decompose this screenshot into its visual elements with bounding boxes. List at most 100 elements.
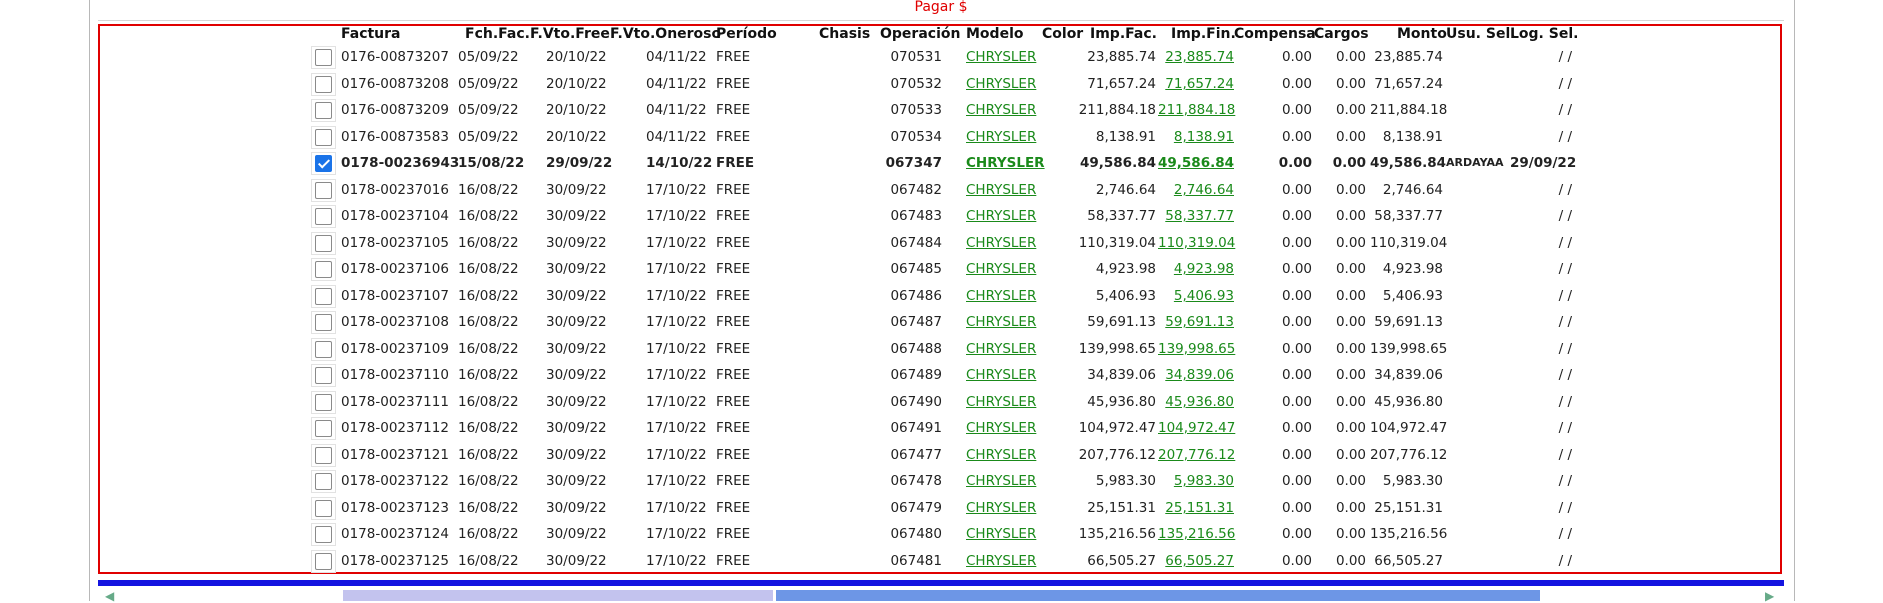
cell-modelo[interactable]: CHRYSLER — [966, 341, 1037, 357]
cell-imp-fin[interactable]: 25,151.31 — [1165, 500, 1234, 516]
cell-modelo[interactable]: CHRYSLER — [966, 526, 1037, 542]
cell-imp-fin[interactable]: 49,586.84 — [1158, 155, 1235, 171]
cell-modelo[interactable]: CHRYSLER — [966, 155, 1045, 171]
table-row[interactable]: 0178-00237123 16/08/22 30/09/22 17/10/22 FRE… — [0, 495, 1883, 521]
row-select-checkbox[interactable] — [315, 500, 332, 517]
cell-modelo[interactable]: CHRYSLER — [966, 235, 1037, 251]
scrollbar-track-left[interactable] — [343, 590, 773, 601]
cell-modelo[interactable]: CHRYSLER — [966, 473, 1037, 489]
row-select-checkbox[interactable] — [315, 261, 332, 278]
table-row[interactable]: 0178-00237121 16/08/22 30/09/22 17/10/22 FRE… — [0, 442, 1883, 468]
cell-modelo[interactable]: CHRYSLER — [966, 553, 1037, 569]
row-select-checkbox[interactable] — [315, 208, 332, 225]
row-select-checkbox[interactable] — [315, 526, 332, 543]
cell-imp-fin[interactable]: 66,505.27 — [1165, 553, 1234, 569]
table-row[interactable]: 0178-00237124 16/08/22 30/09/22 17/10/22 FRE… — [0, 521, 1883, 547]
cell-modelo[interactable]: CHRYSLER — [966, 102, 1037, 118]
row-select-checkbox[interactable] — [315, 49, 332, 66]
cell-imp-fin[interactable]: 104,972.47 — [1158, 420, 1236, 436]
cell-imp-fin[interactable]: 2,746.64 — [1173, 182, 1234, 198]
row-select-checkbox[interactable] — [315, 341, 332, 358]
table-row[interactable]: 0178-00237109 16/08/22 30/09/22 17/10/22 FRE… — [0, 336, 1883, 362]
cell-operacion: 067488 — [890, 341, 942, 357]
row-select-checkbox[interactable] — [315, 76, 332, 93]
row-select-checkbox[interactable] — [315, 367, 332, 384]
table-row[interactable]: 0178-00237016 16/08/22 30/09/22 17/10/22 FRE… — [0, 177, 1883, 203]
row-select-checkbox[interactable] — [315, 129, 332, 146]
cell-imp-fin[interactable]: 45,936.80 — [1165, 394, 1234, 410]
cell-imp-fin[interactable]: 8,138.91 — [1173, 129, 1234, 145]
table-row[interactable]: 0178-00237104 16/08/22 30/09/22 17/10/22 FRE… — [0, 203, 1883, 229]
cell-imp-fin[interactable]: 139,998.65 — [1158, 341, 1236, 357]
cell-modelo[interactable]: CHRYSLER — [966, 314, 1037, 330]
table-row[interactable]: 0178-00237108 16/08/22 30/09/22 17/10/22 FRE… — [0, 309, 1883, 335]
pay-title[interactable]: Pagar $ — [914, 0, 968, 15]
cell-cargos: 0.00 — [1335, 76, 1366, 92]
cell-modelo[interactable]: CHRYSLER — [966, 367, 1037, 383]
cell-fch-fac: 16/08/22 — [458, 235, 519, 251]
cell-factura: 0176-00873208 — [341, 76, 449, 92]
row-select-checkbox[interactable] — [315, 447, 332, 464]
row-select-checkbox[interactable] — [315, 553, 332, 570]
cell-periodo: FREE — [716, 394, 751, 410]
cell-modelo[interactable]: CHRYSLER — [966, 500, 1037, 516]
cell-modelo[interactable]: CHRYSLER — [966, 182, 1037, 198]
row-select-checkbox[interactable] — [315, 420, 332, 437]
cell-imp-fin[interactable]: 135,216.56 — [1158, 526, 1236, 542]
cell-imp-fin[interactable]: 5,406.93 — [1173, 288, 1234, 304]
cell-imp-fin[interactable]: 58,337.77 — [1165, 208, 1234, 224]
table-row[interactable]: 0178-00237122 16/08/22 30/09/22 17/10/22 FRE… — [0, 468, 1883, 494]
cell-f-vto-free: 30/09/22 — [546, 261, 607, 277]
table-row[interactable]: 0178-00237111 16/08/22 30/09/22 17/10/22 FRE… — [0, 389, 1883, 415]
cell-modelo[interactable]: CHRYSLER — [966, 76, 1037, 92]
table-row[interactable]: 0176-00873583 05/09/22 20/10/22 04/11/22 FRE… — [0, 124, 1883, 150]
table-row[interactable]: 0176-00873207 05/09/22 20/10/22 04/11/22 FRE… — [0, 44, 1883, 70]
cell-imp-fin[interactable]: 207,776.12 — [1158, 447, 1236, 463]
cell-modelo[interactable]: CHRYSLER — [966, 447, 1037, 463]
cell-cargos: 0.00 — [1335, 49, 1366, 65]
table-row[interactable]: 0176-00873208 05/09/22 20/10/22 04/11/22 FRE… — [0, 71, 1883, 97]
cell-imp-fac: 8,138.91 — [1095, 129, 1156, 145]
row-select-checkbox[interactable] — [315, 155, 332, 172]
cell-modelo[interactable]: CHRYSLER — [966, 288, 1037, 304]
table-row[interactable]: 0178-00237112 16/08/22 30/09/22 17/10/22 FRE… — [0, 415, 1883, 441]
row-select-checkbox[interactable] — [315, 394, 332, 411]
row-select-checkbox[interactable] — [315, 102, 332, 119]
page-border-right — [1794, 0, 1795, 601]
nav-arrow-left-icon[interactable]: ◀ — [105, 589, 115, 603]
cell-factura: 0178-00237122 — [341, 473, 449, 489]
cell-modelo[interactable]: CHRYSLER — [966, 129, 1037, 145]
row-select-checkbox[interactable] — [315, 235, 332, 252]
table-row[interactable]: 0178-00237110 16/08/22 30/09/22 17/10/22 FRE… — [0, 362, 1883, 388]
row-select-checkbox[interactable] — [315, 182, 332, 199]
cell-imp-fin[interactable]: 5,983.30 — [1173, 473, 1234, 489]
nav-arrow-right-icon[interactable]: ▶ — [1765, 589, 1775, 603]
cell-imp-fin[interactable]: 110,319.04 — [1158, 235, 1236, 251]
table-row[interactable]: 0178-00237105 16/08/22 30/09/22 17/10/22 FRE… — [0, 230, 1883, 256]
cell-modelo[interactable]: CHRYSLER — [966, 261, 1037, 277]
cell-f-vto-free: 20/10/22 — [546, 129, 607, 145]
cell-modelo[interactable]: CHRYSLER — [966, 49, 1037, 65]
cell-modelo[interactable]: CHRYSLER — [966, 208, 1037, 224]
cell-modelo[interactable]: CHRYSLER — [966, 394, 1037, 410]
scrollbar-thumb[interactable] — [776, 590, 1540, 601]
table-row[interactable]: 0178-00237125 16/08/22 30/09/22 17/10/22 FRE… — [0, 548, 1883, 574]
cell-modelo[interactable]: CHRYSLER — [966, 420, 1037, 436]
table-row[interactable]: 0178-00237107 16/08/22 30/09/22 17/10/22 FRE… — [0, 283, 1883, 309]
row-select-checkbox[interactable] — [315, 473, 332, 490]
cell-imp-fin[interactable]: 34,839.06 — [1165, 367, 1234, 383]
cell-operacion: 070533 — [890, 102, 942, 118]
cell-operacion: 067479 — [890, 500, 942, 516]
cell-imp-fin[interactable]: 59,691.13 — [1165, 314, 1234, 330]
cell-imp-fin[interactable]: 211,884.18 — [1158, 102, 1236, 118]
cell-imp-fin[interactable]: 71,657.24 — [1165, 76, 1234, 92]
row-select-checkbox[interactable] — [315, 314, 332, 331]
row-select-checkbox[interactable] — [315, 288, 332, 305]
cell-imp-fac: 211,884.18 — [1078, 102, 1156, 118]
table-row[interactable]: 0176-00873209 05/09/22 20/10/22 04/11/22 FRE… — [0, 97, 1883, 123]
cell-imp-fin[interactable]: 4,923.98 — [1173, 261, 1234, 277]
cell-imp-fin[interactable]: 23,885.74 — [1165, 49, 1234, 65]
row-checkbox-frame — [311, 179, 336, 202]
table-row[interactable]: 0178-00237106 16/08/22 30/09/22 17/10/22 FRE… — [0, 256, 1883, 282]
table-row[interactable]: 0178-00236943 15/08/22 29/09/22 14/10/22 FRE… — [0, 150, 1883, 176]
